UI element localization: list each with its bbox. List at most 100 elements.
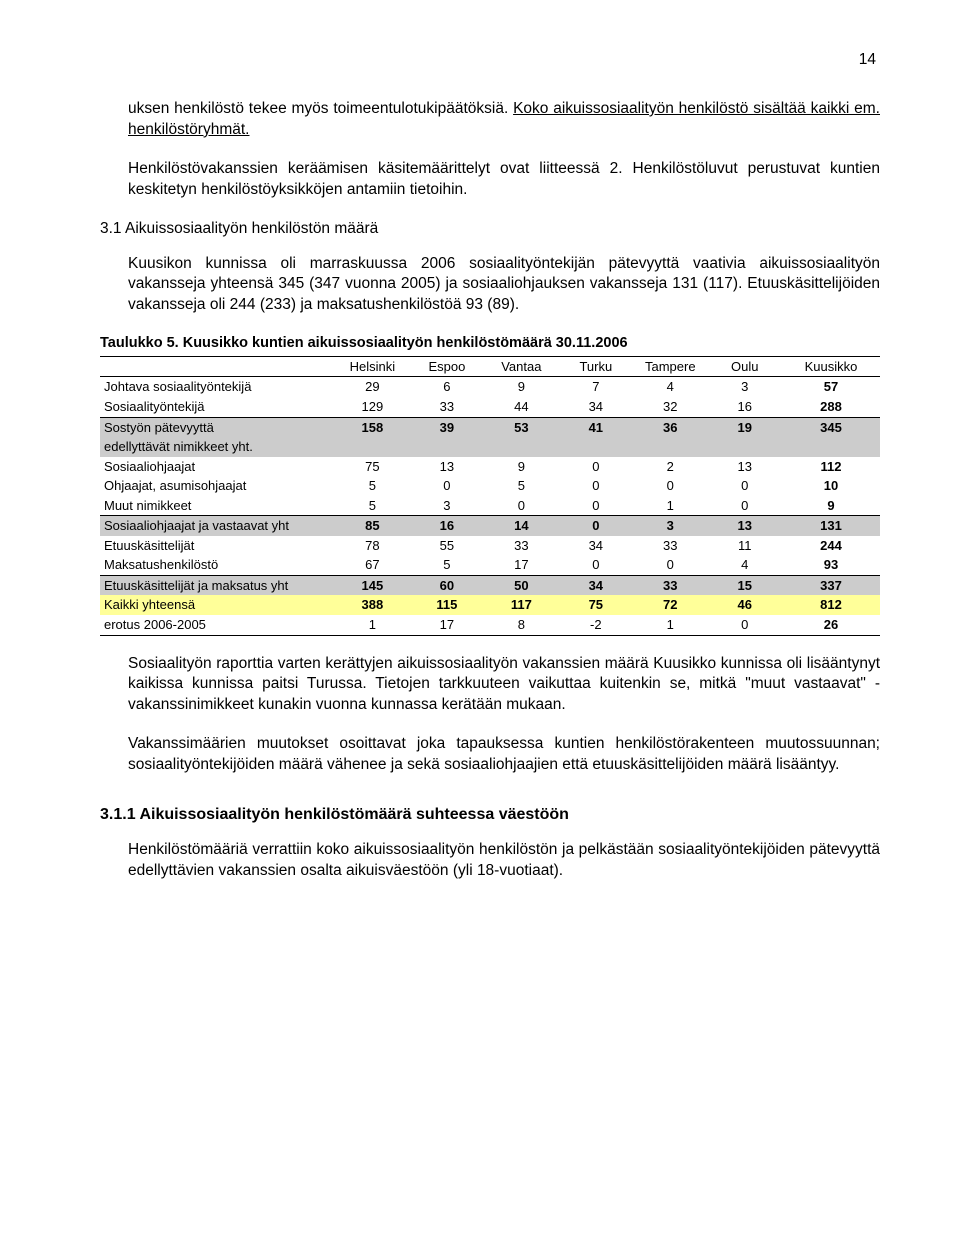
table-row: erotus 2006-20051178-21026 — [100, 615, 880, 635]
cell: 8 — [484, 615, 558, 635]
table-row: Sosiaaliohjaajat751390213112 — [100, 457, 880, 477]
cell: 5 — [484, 476, 558, 496]
cell: 9 — [484, 457, 558, 477]
cell: 6 — [410, 377, 484, 397]
row-label: Sostyön pätevyyttä — [100, 417, 335, 437]
cell: 0 — [410, 476, 484, 496]
cell: 46 — [708, 595, 782, 615]
cell: 812 — [782, 595, 880, 615]
cell: 33 — [484, 536, 558, 556]
th-oulu: Oulu — [708, 356, 782, 377]
cell: 129 — [335, 397, 409, 417]
cell: 14 — [484, 516, 558, 536]
cell: 117 — [484, 595, 558, 615]
cell: 85 — [335, 516, 409, 536]
cell: 244 — [782, 536, 880, 556]
paragraph-1: uksen henkilöstö tekee myös toimeentulot… — [128, 99, 880, 141]
cell — [559, 437, 633, 457]
cell: 0 — [633, 555, 707, 575]
table-row: Kaikki yhteensä388115117757246812 — [100, 595, 880, 615]
cell: 0 — [559, 476, 633, 496]
cell: 0 — [633, 476, 707, 496]
cell: 17 — [410, 615, 484, 635]
cell: 345 — [782, 417, 880, 437]
cell: 145 — [335, 575, 409, 595]
cell: 158 — [335, 417, 409, 437]
cell: 7 — [559, 377, 633, 397]
cell: 1 — [633, 615, 707, 635]
cell: 41 — [559, 417, 633, 437]
table-row: Sosiaaliohjaajat ja vastaavat yht8516140… — [100, 516, 880, 536]
cell: 4 — [633, 377, 707, 397]
cell — [335, 437, 409, 457]
cell: 33 — [410, 397, 484, 417]
subsection-heading: 3.1 Aikuissosiaalityön henkilöstön määrä — [100, 219, 880, 240]
cell: 115 — [410, 595, 484, 615]
cell: 0 — [708, 496, 782, 516]
cell: 78 — [335, 536, 409, 556]
paragraph-5: Vakanssimäärien muutokset osoittavat jok… — [128, 734, 880, 776]
cell: 29 — [335, 377, 409, 397]
row-label: erotus 2006-2005 — [100, 615, 335, 635]
paragraph-6: Henkilöstömääriä verrattiin koko aikuiss… — [128, 840, 880, 882]
cell: 44 — [484, 397, 558, 417]
row-label: Muut nimikkeet — [100, 496, 335, 516]
table-row: Etuuskäsittelijät785533343311244 — [100, 536, 880, 556]
cell: 72 — [633, 595, 707, 615]
row-label: Johtava sosiaalityöntekijä — [100, 377, 335, 397]
cell: 337 — [782, 575, 880, 595]
cell: 53 — [484, 417, 558, 437]
cell — [708, 437, 782, 457]
row-label: Sosiaaliohjaajat — [100, 457, 335, 477]
cell: 112 — [782, 457, 880, 477]
cell: 16 — [708, 397, 782, 417]
para1-text: uksen henkilöstö tekee myös toimeentulot… — [128, 100, 513, 117]
cell: 26 — [782, 615, 880, 635]
table-row: Johtava sosiaalityöntekijä296974357 — [100, 377, 880, 397]
table-row: Ohjaajat, asumisohjaajat50500010 — [100, 476, 880, 496]
row-label: Etuuskäsittelijät — [100, 536, 335, 556]
table-row: Etuuskäsittelijät ja maksatus yht1456050… — [100, 575, 880, 595]
th-blank — [100, 356, 335, 377]
cell: 39 — [410, 417, 484, 437]
cell: 9 — [782, 496, 880, 516]
cell: 0 — [708, 476, 782, 496]
cell: 75 — [335, 457, 409, 477]
cell: 32 — [633, 397, 707, 417]
cell: 2 — [633, 457, 707, 477]
cell: 0 — [559, 516, 633, 536]
cell: 16 — [410, 516, 484, 536]
cell — [633, 437, 707, 457]
table-row: Maksatushenkilöstö6751700493 — [100, 555, 880, 575]
cell: 5 — [335, 476, 409, 496]
cell: 3 — [708, 377, 782, 397]
cell — [782, 437, 880, 457]
cell: 50 — [484, 575, 558, 595]
cell: 33 — [633, 536, 707, 556]
cell: 9 — [484, 377, 558, 397]
cell: 0 — [559, 457, 633, 477]
table-caption: Taulukko 5. Kuusikko kuntien aikuissosia… — [100, 334, 880, 354]
cell: 5 — [335, 496, 409, 516]
th-kuusikko: Kuusikko — [782, 356, 880, 377]
row-label: Sosiaaliohjaajat ja vastaavat yht — [100, 516, 335, 536]
cell: 57 — [782, 377, 880, 397]
paragraph-3: Kuusikon kunnissa oli marraskuussa 2006 … — [128, 254, 880, 317]
row-label: Sosiaalityöntekijä — [100, 397, 335, 417]
table-row: Sosiaalityöntekijä1293344343216288 — [100, 397, 880, 417]
th-tampere: Tampere — [633, 356, 707, 377]
cell — [410, 437, 484, 457]
row-label: edellyttävät nimikkeet yht. — [100, 437, 335, 457]
cell: 33 — [633, 575, 707, 595]
cell: 13 — [708, 457, 782, 477]
cell: 0 — [559, 555, 633, 575]
cell — [484, 437, 558, 457]
cell: 13 — [708, 516, 782, 536]
th-vantaa: Vantaa — [484, 356, 558, 377]
cell: 34 — [559, 575, 633, 595]
row-label: Etuuskäsittelijät ja maksatus yht — [100, 575, 335, 595]
table-row: edellyttävät nimikkeet yht. — [100, 437, 880, 457]
cell: 1 — [633, 496, 707, 516]
cell: 17 — [484, 555, 558, 575]
section-heading: 3.1.1 Aikuissosiaalityön henkilöstömäärä… — [100, 804, 880, 826]
